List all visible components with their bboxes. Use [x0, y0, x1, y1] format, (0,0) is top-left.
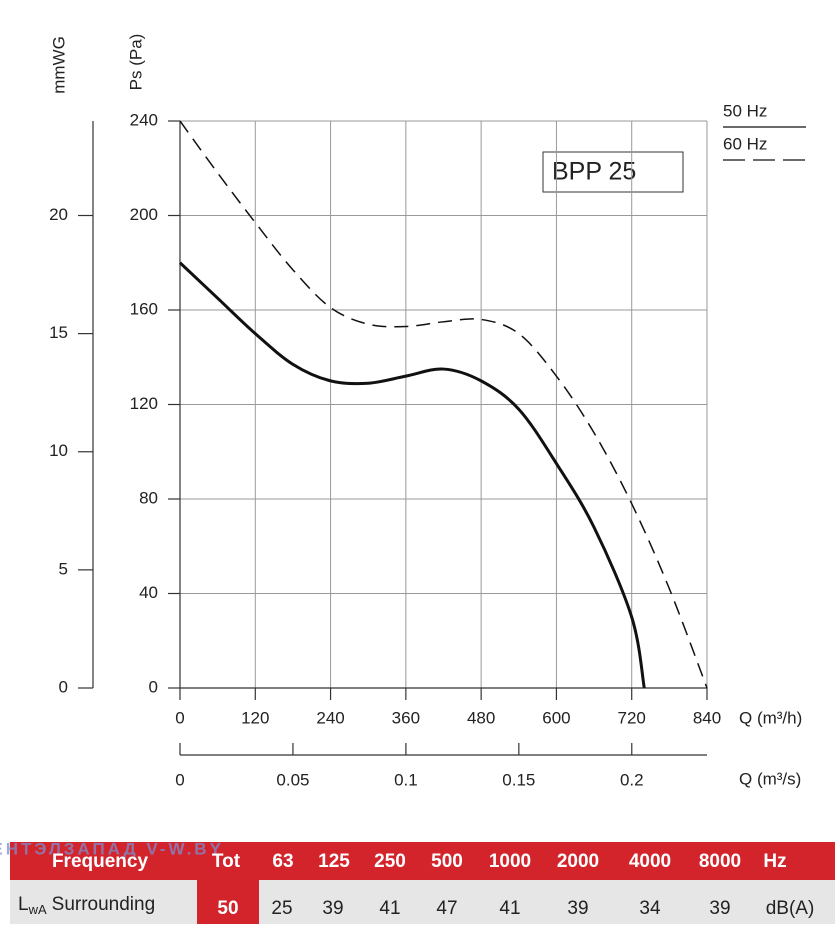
table-header-cell: 4000: [629, 851, 671, 872]
tot-cell-bg: [197, 880, 259, 924]
watermark: ВЕНТЭЛЗАПАД V-W.BY: [0, 839, 224, 858]
row-label-main: L: [18, 894, 29, 915]
x-tick-label: 600: [542, 708, 570, 727]
row-label-sub: wA: [28, 902, 47, 917]
table-header-cell: Hz: [763, 851, 786, 872]
table-header-cell: Tot: [212, 851, 241, 872]
x2-tick-label: 0.15: [502, 770, 535, 789]
x-tick-label: 240: [316, 708, 344, 727]
row-label-rest: Surrounding: [52, 894, 156, 915]
x-tick-label: 120: [241, 708, 269, 727]
table-cell: 41: [379, 898, 400, 919]
legend-label: 60 Hz: [723, 134, 767, 153]
table-header-cell: 125: [318, 851, 350, 872]
table-header-cell: 250: [374, 851, 406, 872]
legend-label: 50 Hz: [723, 101, 767, 120]
row-label: LwA Surrounding: [18, 894, 155, 917]
y2-tick-label: 0: [59, 677, 68, 696]
y2-tick-label: 20: [49, 205, 68, 224]
table-header-cell: 500: [431, 851, 463, 872]
y-axis-title: Ps (Pa): [126, 34, 145, 91]
curve: [179, 120, 708, 689]
table-header-cell: 2000: [557, 851, 599, 872]
table-header-cell: 1000: [489, 851, 531, 872]
table-header-cell: Frequency: [52, 851, 149, 872]
x-tick-label: 720: [618, 708, 646, 727]
x-tick-label: 480: [467, 708, 495, 727]
x-tick-label: 840: [693, 708, 721, 727]
x2-tick-label: 0.1: [394, 770, 418, 789]
table-cell: 41: [499, 898, 520, 919]
y-tick-label: 80: [139, 488, 158, 507]
table-cell: 39: [567, 898, 588, 919]
y-tick-label: 0: [149, 677, 158, 696]
y2-axis-title: mmWG: [49, 36, 68, 94]
table-cell: 34: [639, 898, 661, 919]
table-cell: 39: [322, 898, 343, 919]
y-tick-label: 200: [130, 205, 158, 224]
table-header-cell: 8000: [699, 851, 741, 872]
table-cell: dB(A): [766, 898, 815, 919]
x2-tick-label: 0: [175, 770, 184, 789]
y-tick-label: 160: [130, 299, 158, 318]
x2-axis-title: Q (m³/s): [739, 769, 801, 788]
x-axis-title: Q (m³/h): [739, 708, 802, 727]
table-header-cell: 63: [272, 851, 293, 872]
table-header-bg: [10, 842, 835, 880]
table-cell: 39: [709, 898, 730, 919]
y-tick-label: 240: [130, 110, 158, 129]
table-cell: 50: [217, 898, 238, 919]
table-row-bg: [10, 880, 835, 924]
y2-tick-label: 10: [49, 441, 68, 460]
y-tick-label: 40: [139, 583, 158, 602]
curve: [178, 261, 646, 689]
table-cell: 25: [271, 898, 292, 919]
label-box: [542, 151, 684, 193]
x2-tick-label: 0.2: [620, 770, 644, 789]
x-tick-label: 0: [175, 708, 184, 727]
y2-tick-label: 5: [59, 559, 68, 578]
y-tick-label: 120: [130, 394, 158, 413]
table-cell: 47: [436, 898, 457, 919]
y2-tick-label: 15: [49, 323, 68, 342]
x-tick-label: 360: [392, 708, 420, 727]
box-label: BPP 25: [552, 158, 636, 186]
x2-tick-label: 0.05: [276, 770, 309, 789]
